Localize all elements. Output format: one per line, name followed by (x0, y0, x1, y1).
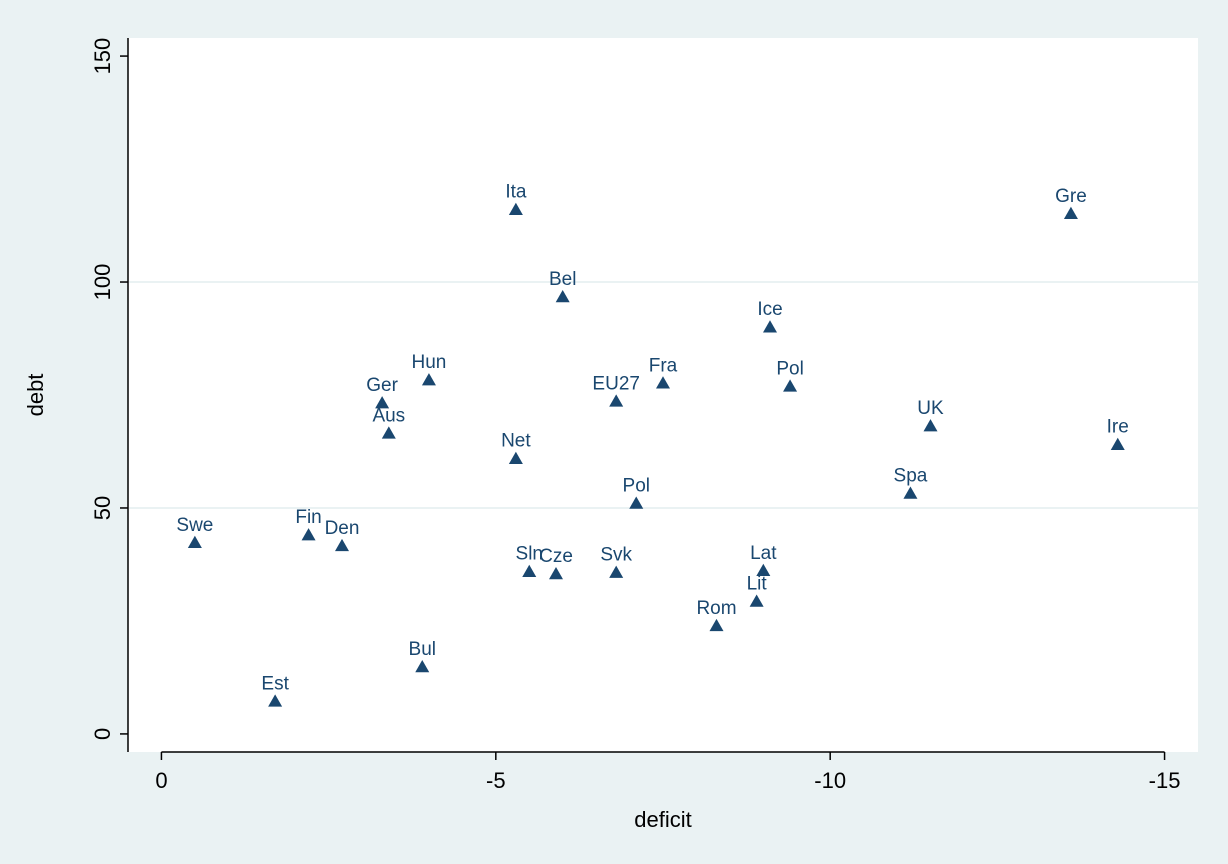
data-point: Swe (176, 515, 213, 549)
data-point: Bel (549, 269, 576, 303)
data-point: Ice (757, 299, 783, 333)
plot-area (128, 38, 1198, 752)
point-marker (783, 379, 798, 392)
point-label: Ice (757, 299, 782, 320)
point-label: Ita (505, 182, 527, 203)
data-point: Ita (505, 182, 527, 215)
point-label: UK (917, 398, 944, 419)
point-marker (415, 660, 430, 673)
point-marker (508, 202, 523, 215)
y-tick-label: 100 (90, 264, 115, 301)
data-point: Sln (516, 544, 543, 577)
point-label: Lit (747, 574, 768, 595)
data-point: Aus (372, 405, 405, 439)
axes (127, 38, 1165, 753)
point-label: Sln (516, 544, 543, 565)
data-point: Fra (649, 355, 678, 389)
point-marker (187, 535, 202, 549)
y-axis-ticks: 0 50 100 150 (90, 38, 128, 740)
point-marker (421, 373, 436, 386)
point-label: Ire (1107, 417, 1129, 438)
y-tick-label: 0 (90, 728, 115, 740)
point-label: Swe (176, 515, 213, 536)
x-axis-title: deficit (634, 807, 691, 832)
data-point: Spa (894, 466, 928, 499)
point-label: Aus (372, 405, 405, 426)
point-label: Est (261, 673, 289, 694)
point-label: Hun (412, 352, 447, 373)
data-point: Svk (600, 545, 633, 578)
point-marker (508, 451, 523, 464)
point-marker (268, 694, 283, 707)
x-tick-label: -10 (814, 768, 846, 793)
point-label: Bel (549, 269, 576, 290)
point-label: Fin (295, 507, 321, 528)
point-marker (749, 594, 764, 607)
data-points: Ita Gre Bel Ice Hun Fra Pol EU27 Ger UK Aus Ire Net S… (176, 182, 1129, 707)
point-label: Den (325, 518, 360, 539)
point-marker (522, 564, 537, 577)
point-label: Ger (366, 375, 398, 396)
point-label: Rom (696, 598, 736, 619)
point-marker (335, 538, 349, 552)
data-point: Bul (409, 639, 436, 673)
point-marker (903, 486, 918, 499)
point-marker (555, 289, 570, 303)
point-label: Bul (409, 639, 436, 660)
data-point: Lat (750, 543, 777, 577)
y-tick-label: 50 (90, 496, 115, 520)
point-label: Svk (600, 545, 632, 566)
point-label: Pol (776, 358, 803, 379)
point-marker (923, 419, 938, 432)
data-point: Net (501, 431, 531, 464)
point-label: EU27 (592, 373, 640, 394)
point-marker (629, 496, 644, 509)
data-point: Rom (696, 598, 737, 632)
gridlines (129, 281, 1198, 509)
point-label: Net (501, 431, 531, 452)
x-axis-ticks: 0 -5 -10 -15 (155, 752, 1180, 793)
data-point: UK (917, 398, 944, 432)
data-point: Lit (747, 574, 768, 607)
point-marker (756, 563, 771, 577)
point-marker (549, 566, 563, 580)
data-point: Fin (295, 507, 322, 541)
point-label: Gre (1055, 186, 1087, 207)
data-point: EU27 (592, 373, 640, 407)
data-point: Ger (366, 375, 399, 409)
point-marker (381, 426, 396, 439)
point-marker (609, 394, 624, 407)
point-label: Spa (894, 466, 928, 487)
data-point: Gre (1055, 186, 1087, 220)
x-tick-label: 0 (155, 768, 167, 793)
point-marker (609, 565, 624, 578)
point-marker (656, 376, 670, 389)
data-point: Pol (623, 475, 650, 509)
data-point: Hun (412, 352, 447, 386)
data-point: Cze (539, 546, 573, 580)
point-marker (763, 320, 777, 333)
point-label: Cze (539, 546, 573, 567)
point-marker (1110, 437, 1125, 450)
point-marker (709, 618, 724, 632)
data-point: Den (325, 518, 360, 552)
data-point: Ire (1107, 417, 1129, 450)
point-marker (1063, 206, 1078, 220)
x-tick-label: -5 (486, 768, 506, 793)
y-axis-title: debt (23, 374, 48, 417)
point-marker (301, 528, 316, 541)
point-marker (375, 396, 390, 409)
point-label: Fra (649, 355, 678, 376)
point-label: Lat (750, 543, 777, 564)
data-point: Pol (776, 358, 804, 392)
point-label: Pol (623, 475, 650, 496)
x-tick-label: -15 (1149, 768, 1181, 793)
y-tick-label: 150 (90, 38, 115, 75)
data-point: Est (261, 673, 290, 707)
